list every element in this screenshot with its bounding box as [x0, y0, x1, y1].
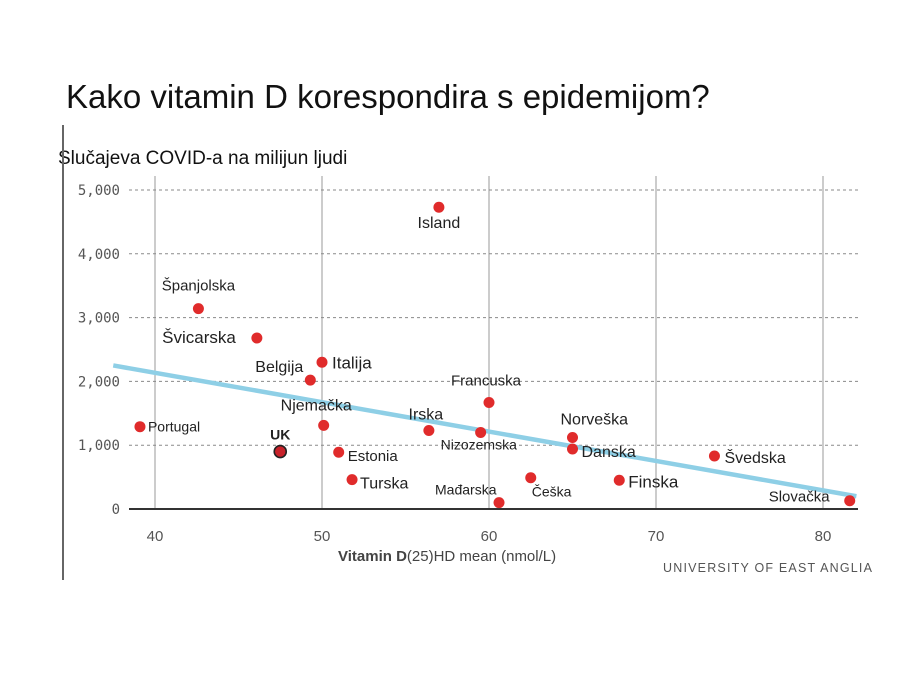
data-label: Island	[418, 215, 461, 232]
data-label: Njemačka	[281, 397, 352, 414]
data-label: Nizozemska	[441, 436, 517, 452]
data-point	[134, 421, 146, 433]
y-tick-label: 3,000	[78, 311, 120, 327]
x-tick-label: 60	[481, 528, 498, 545]
data-label: Italija	[332, 353, 372, 372]
x-axis-label-main: Vitamin D	[338, 548, 407, 565]
data-label: Švedska	[724, 448, 785, 467]
y-tick-label: 0	[112, 502, 120, 518]
data-point	[567, 443, 578, 455]
y-tick-label: 2,000	[78, 374, 120, 390]
data-point	[318, 419, 330, 431]
data-point	[304, 374, 316, 386]
data-point-uk	[273, 444, 288, 459]
x-tick-label: 50	[314, 528, 331, 545]
data-point	[844, 495, 856, 507]
data-label: Mađarska	[435, 482, 497, 498]
data-label: Španjolska	[162, 278, 236, 295]
data-label: Irska	[409, 407, 444, 424]
y-axis-label: Slučajeva COVID-a na milijun ljudi	[58, 148, 348, 169]
data-label: Portugal	[148, 419, 200, 435]
data-point	[493, 497, 505, 509]
left-divider	[62, 125, 64, 580]
x-axis-label-rest: (25)HD mean (nmol/L)	[406, 548, 557, 565]
chart-title: Kako vitamin D korespondira s epidemijom…	[66, 78, 710, 115]
data-label: UK	[270, 427, 290, 443]
data-point	[423, 425, 435, 437]
data-label: Francuska	[451, 372, 522, 389]
data-point	[192, 303, 204, 315]
data-point	[525, 472, 537, 484]
x-tick-label: 80	[815, 528, 832, 545]
y-tick-label: 4,000	[78, 247, 120, 263]
data-point	[433, 201, 445, 213]
data-point	[613, 474, 625, 486]
y-tick-label: 5,000	[78, 183, 120, 199]
data-label: Belgija	[255, 359, 303, 376]
data-label: Finska	[628, 472, 679, 491]
data-label: Danska	[582, 444, 636, 461]
x-axis-label: Vitamin D(25)HD mean (nmol/L)	[338, 548, 556, 565]
data-point	[475, 426, 487, 438]
data-label: Švicarska	[162, 328, 236, 347]
data-point	[316, 356, 328, 368]
x-tick-label: 70	[648, 528, 665, 545]
data-label: Turska	[360, 476, 408, 493]
data-point	[346, 474, 358, 486]
data-point	[567, 432, 578, 444]
data-point	[333, 446, 345, 458]
x-tick-label: 40	[147, 528, 164, 545]
data-point	[483, 396, 495, 408]
source-credit: UNIVERSITY OF EAST ANGLIA	[663, 561, 874, 575]
data-label: Češka	[532, 484, 572, 500]
data-point	[708, 450, 720, 462]
data-label: Slovačka	[769, 489, 831, 506]
data-point	[251, 332, 263, 344]
data-label: Norveška	[561, 412, 629, 429]
data-label: Estonia	[348, 448, 399, 465]
y-tick-label: 1,000	[78, 438, 120, 454]
